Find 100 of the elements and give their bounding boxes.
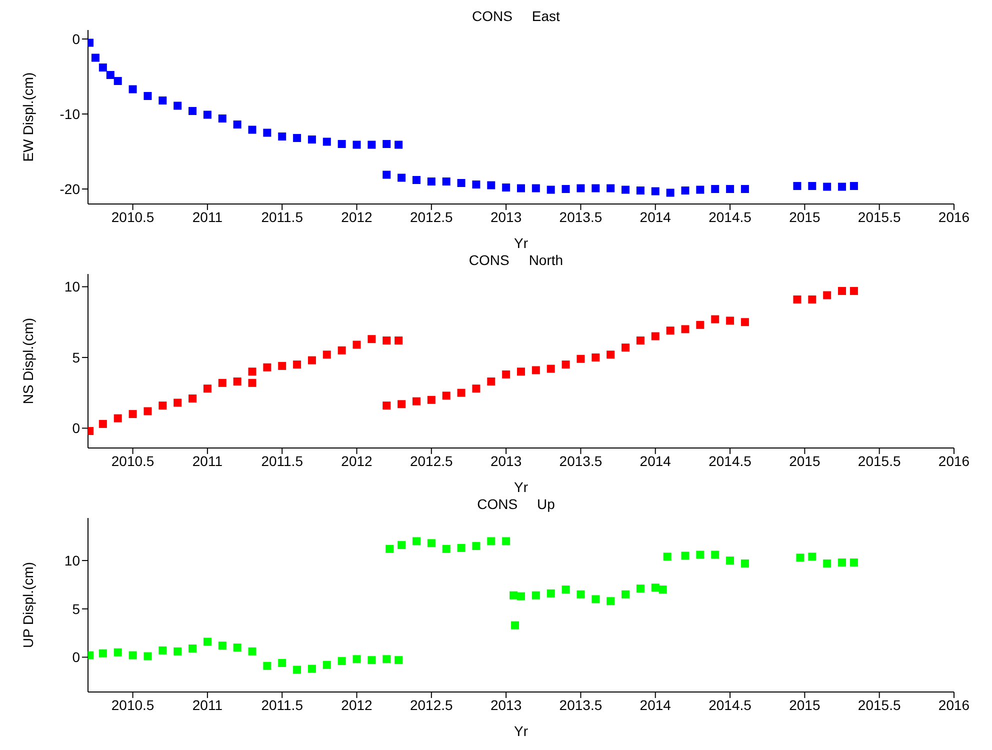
y-tick-label: 0 [72,649,80,666]
point [322,138,331,146]
point [502,184,510,192]
x-tick-label: 2013 [490,452,522,469]
x-tick-label: 2011 [192,452,223,469]
point [442,178,450,186]
x-tick-label: 2013.5 [559,208,602,225]
y-axis-title: EW Displ.(cm) [20,72,36,162]
point [278,659,286,667]
point [740,559,749,568]
chart-title: CONS East [471,8,561,26]
point [308,356,316,364]
point [248,378,256,387]
x-tick-label: 2013.5 [559,696,602,713]
point [636,584,644,593]
point [382,336,391,344]
point [427,178,436,186]
point [382,655,391,664]
point [838,286,846,295]
y-axis-title: UP Displ.(cm) [20,562,36,648]
point [517,184,525,192]
point [248,368,256,376]
point [562,185,570,193]
point [174,398,182,407]
x-tick-label: 2011.5 [261,208,304,225]
x-tick-label: 2012 [341,208,373,225]
point [546,589,555,598]
x-axis-title: Yr [514,723,528,739]
point [398,400,406,408]
chart-title: CONS North [468,252,564,270]
x-axis-title: Yr [514,235,528,251]
point [457,544,466,552]
point [442,544,450,553]
point [592,184,600,192]
x-tick-label: 2012.5 [410,452,454,469]
x-tick-label: 2014.5 [708,208,752,225]
point [218,114,226,122]
x-tick-label: 2014 [640,452,672,469]
point [663,552,672,561]
x-tick-label: 2011.5 [261,452,304,469]
point [808,295,816,304]
point [114,648,122,656]
x-tick-label: 2015 [789,452,820,469]
x-tick-label: 2015.5 [858,452,901,469]
point [412,397,420,406]
point [546,364,555,373]
point [740,185,749,193]
point [368,335,376,344]
point [576,590,585,598]
x-tick-label: 2015.5 [858,696,901,713]
point [793,182,802,190]
point [382,170,391,179]
point [850,286,858,295]
x-tick-label: 2011 [192,696,223,713]
x-tick-label: 2013 [490,696,522,713]
point [726,556,734,565]
point [174,102,182,110]
point [368,656,376,664]
point [850,558,858,566]
x-tick-label: 2014.5 [708,452,752,469]
point [158,96,167,104]
point [352,655,361,664]
point [796,554,804,562]
x-tick-label: 2013.5 [559,452,602,469]
x-tick-label: 2012.5 [410,696,454,713]
point [517,368,525,376]
point [233,378,242,386]
point [681,552,690,560]
point [98,649,107,658]
point [681,325,690,334]
point [144,407,152,416]
point [576,354,585,363]
point [681,186,690,194]
point [382,140,391,148]
point [293,134,302,142]
point [592,595,600,604]
point [91,54,100,62]
point [726,316,734,325]
point [427,539,436,548]
point [666,326,674,335]
point [472,384,480,393]
point [622,590,630,598]
point [636,336,644,344]
point [711,185,720,193]
point [487,378,496,386]
x-tick-label: 2013 [490,208,522,225]
point [606,597,615,606]
point [502,537,510,546]
point [394,140,403,149]
point [308,664,316,673]
point [740,318,749,326]
point [532,591,540,600]
point [114,77,122,85]
point [352,140,361,149]
point [322,660,331,669]
point [823,559,832,568]
point [666,188,674,197]
point [850,182,858,190]
point [158,402,167,410]
point [263,128,272,137]
